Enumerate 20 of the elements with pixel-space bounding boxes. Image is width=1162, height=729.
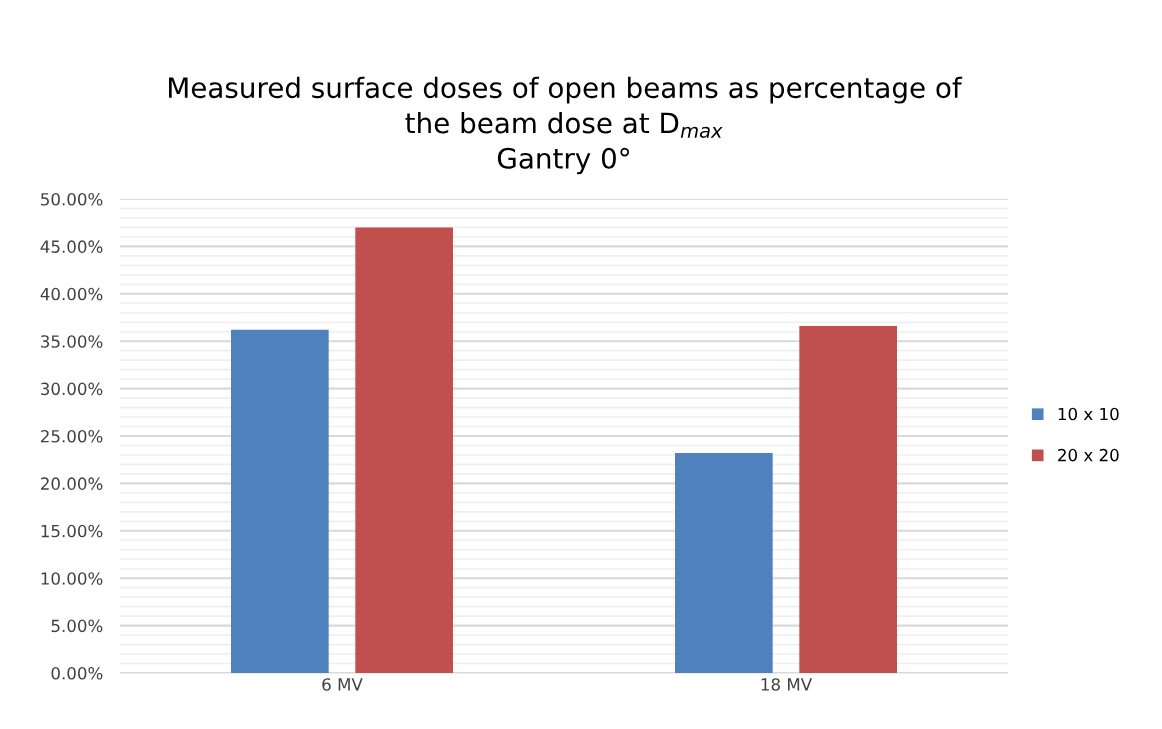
x-tick-label: 18 MV: [761, 678, 813, 691]
x-tick-label: 6 MV: [322, 678, 363, 691]
bar: [355, 227, 453, 673]
chart-title: Measured surface doses of open beams as percentage of the beam dose at D$_{max}$ Gantry 0°: [169, 76, 963, 175]
y-tick-label: 45.00%: [40, 240, 103, 253]
y-tick-label: 40.00%: [40, 287, 103, 301]
bar: [231, 329, 329, 673]
y-tick-label: 50.00%: [41, 192, 103, 206]
bar: [675, 453, 773, 673]
y-tick-label: 30.00%: [41, 382, 103, 396]
y-tick-label: 35.00%: [41, 335, 103, 348]
y-tick-label: 10.00%: [41, 572, 103, 585]
y-tick-label: 0.00%: [51, 666, 103, 680]
y-tick-label: 15.00%: [41, 524, 103, 538]
bar: [799, 326, 897, 673]
y-tick-label: 5.00%: [51, 619, 103, 633]
y-tick-label: 25.00%: [41, 429, 103, 443]
legend-label: 10 x 10: [1058, 407, 1119, 421]
legend-label: 20 x 20: [1058, 448, 1119, 462]
y-tick-label: 20.00%: [41, 477, 103, 490]
